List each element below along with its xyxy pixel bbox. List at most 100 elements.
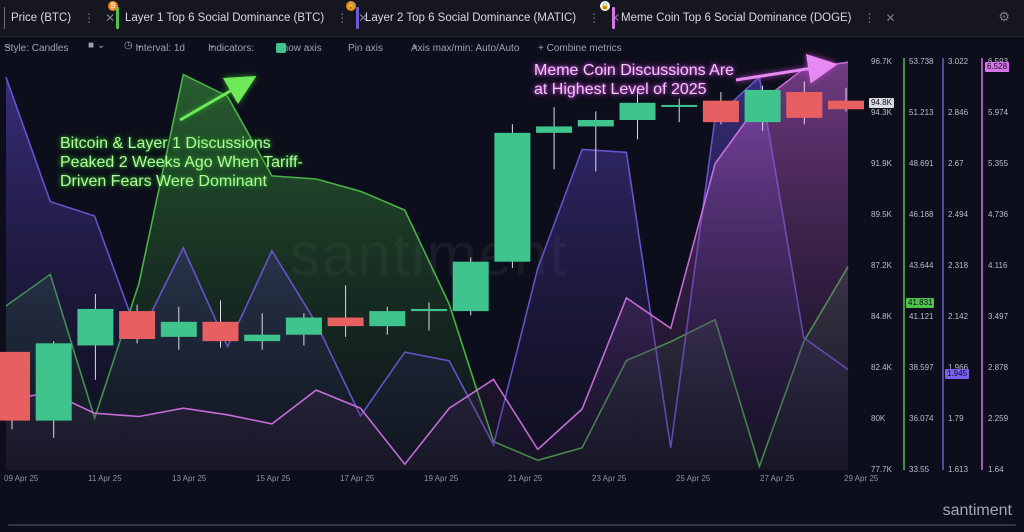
candle-body [411, 308, 447, 312]
tab-label: Layer 1 Top 6 Social Dominance (BTC) [125, 12, 325, 24]
tab-color-bar [356, 7, 359, 29]
interval-select[interactable]: ◷ Interval: 1d ⌄ [124, 40, 185, 54]
y-tick-label: 2.259 [988, 414, 1009, 423]
candle-body [744, 89, 781, 123]
candle-body [828, 100, 864, 110]
y-tick-label: 51.213 [909, 108, 934, 117]
y-tick-label: 1.966 [948, 363, 969, 372]
settings-gear-icon[interactable]: ⚙ [998, 9, 1010, 24]
candle-body [494, 132, 531, 262]
series-area [6, 62, 848, 470]
y-tick-label: 80K [871, 414, 886, 423]
y-tick-label: 3.022 [948, 57, 969, 66]
x-tick-label: 29 Apr 25 [844, 474, 879, 483]
style-select[interactable]: Style: Candles ⌄ [4, 40, 69, 54]
candle-body [0, 351, 30, 421]
show-axis-label: Show axis [276, 43, 322, 54]
dominance-areas [5, 61, 849, 470]
metric-tabs: Price (BTC) ⋮ ✕ ₿ Layer 1 Top 6 Social D… [0, 0, 1024, 37]
x-tick-label: 09 Apr 25 [4, 474, 39, 483]
candle-body [369, 311, 406, 327]
y-tick-label: 77.7K [871, 465, 892, 474]
y-tick-label: 6.593 [988, 57, 1008, 66]
annotation-meme-coin: Meme Coin Discussions Are at Highest Lev… [534, 61, 734, 99]
y-tick-label: 53.738 [909, 57, 934, 66]
y-tick-label: 96.7K [871, 57, 892, 66]
candle-body [160, 321, 197, 337]
candle-body [452, 261, 489, 312]
x-tick-label: 23 Apr 25 [592, 474, 627, 483]
more-icon[interactable]: ⋮ [83, 11, 96, 25]
tab-color-bar [612, 7, 615, 29]
close-icon[interactable]: ✕ [358, 11, 369, 25]
close-icon[interactable]: ✕ [885, 11, 896, 25]
santiment-logo: santiment [942, 502, 1012, 519]
tab-layer2-dominance[interactable]: 🔒 Layer 2 Top 6 Social Dominance (MATIC)… [346, 1, 621, 32]
y-tick-label: 33.55 [909, 465, 930, 474]
close-icon[interactable]: ✕ [610, 11, 621, 25]
combine-label: + Combine metrics [538, 43, 622, 54]
candle-body [786, 92, 823, 118]
y-tick-label: 2.494 [948, 210, 969, 219]
annotation-line: Bitcoin & Layer 1 Discussions [60, 135, 271, 152]
x-tick-label: 11 Apr 25 [88, 474, 122, 483]
y-tick-label: 91.9K [871, 159, 892, 168]
lock-icon: 🔒 [600, 1, 610, 11]
candle-body [661, 104, 698, 107]
tab-label: Meme Coin Top 6 Social Dominance (DOGE) [621, 12, 852, 24]
indicators-select[interactable]: Indicators: ⌄ [208, 40, 255, 54]
pink-arrow [735, 53, 838, 84]
tab-price-btc[interactable]: Price (BTC) ⋮ ✕ [4, 4, 115, 32]
lock-icon: 🔒 [346, 1, 356, 11]
y-tick-label: 43.644 [909, 261, 934, 270]
tab-meme-dominance[interactable]: 🔒 Meme Coin Top 6 Social Dominance (DOGE… [600, 1, 896, 32]
current-value-flag: 1.945 [945, 368, 970, 379]
candle-body [327, 317, 364, 327]
more-icon[interactable]: ⋮ [588, 11, 601, 25]
y-tick-label: 1.64 [988, 465, 1004, 474]
y-tick-label: 5.974 [988, 108, 1009, 117]
checkbox-icon [276, 43, 286, 53]
y-tick-label: 82.4K [871, 363, 892, 372]
x-tick-label: 21 Apr 25 [508, 474, 543, 483]
current-value-flag: 41.831 [906, 297, 935, 308]
y-tick-label: 2.318 [948, 261, 969, 270]
y-tick-label: 36.074 [909, 414, 934, 423]
y-tick-label: 2.67 [948, 159, 964, 168]
annotation-line: Meme Coin Discussions Are [534, 62, 735, 79]
candle-body [202, 321, 239, 342]
tab-label: Price (BTC) [11, 12, 72, 24]
x-tick-label: 19 Apr 25 [424, 474, 459, 483]
candle-body [35, 343, 72, 421]
more-icon[interactable]: ⋮ [863, 11, 876, 25]
annotation-bitcoin-layer1: Bitcoin & Layer 1 Discussions Peaked 2 W… [60, 134, 303, 191]
color-picker[interactable]: ■ ⌄ [88, 40, 106, 51]
price-candles [0, 81, 864, 438]
style-label: Style: Candles [4, 43, 69, 54]
green-arrow [179, 76, 257, 122]
candle-body [536, 126, 573, 133]
y-tick-label: 2.142 [948, 312, 969, 321]
axis-maxmin-label: Axis max/min: Auto/Auto [411, 43, 520, 54]
indicators-label: Indicators: [208, 43, 255, 54]
y-tick-label: 84.8K [871, 312, 892, 321]
close-icon[interactable]: ✕ [105, 11, 116, 25]
btc-badge-icon: ₿ [108, 1, 118, 11]
current-value-flag: 94.8K [869, 97, 894, 108]
annotation-line: Driven Fears Were Dominant [60, 173, 267, 190]
y-tick-label: 48.691 [909, 159, 934, 168]
x-tick-label: 25 Apr 25 [676, 474, 711, 483]
timeline-scrollbar[interactable] [8, 524, 1016, 526]
y-tick-label: 87.2K [871, 261, 892, 270]
axis-maxmin-select[interactable]: Axis max/min: Auto/Auto ⌄ [411, 40, 520, 54]
y-tick-label: 89.5K [871, 210, 892, 219]
tab-layer1-dominance[interactable]: ₿ Layer 1 Top 6 Social Dominance (BTC) ⋮… [108, 1, 369, 32]
annotation-line: Peaked 2 Weeks Ago When Tariff- [60, 154, 303, 171]
candle-body [285, 317, 322, 335]
y-tick-label: 1.79 [948, 414, 964, 423]
x-tick-label: 17 Apr 25 [340, 474, 375, 483]
more-icon[interactable]: ⋮ [336, 11, 349, 25]
tab-color-bar [4, 7, 5, 29]
x-tick-label: 15 Apr 25 [256, 474, 291, 483]
